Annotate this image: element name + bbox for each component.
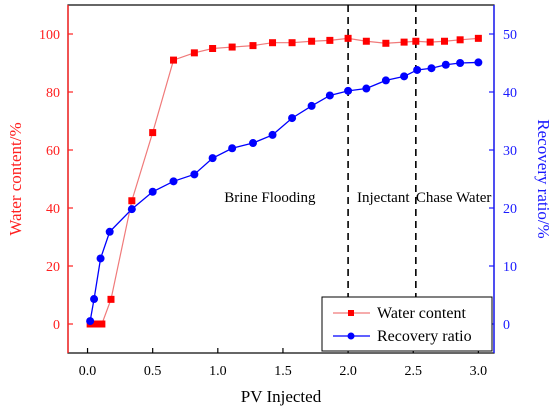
water-content-point bbox=[107, 295, 115, 303]
x-tick-label: 0.5 bbox=[144, 364, 162, 379]
left-tick-label: 80 bbox=[46, 86, 60, 101]
recovery-ratio-point bbox=[413, 65, 422, 74]
water-content-point bbox=[91, 320, 99, 328]
x-tick-label: 2.5 bbox=[404, 364, 422, 379]
left-tick-label: 100 bbox=[39, 28, 60, 43]
right-tick-label: 50 bbox=[503, 28, 517, 43]
series-recovery-ratio bbox=[86, 58, 483, 326]
water-content-point bbox=[288, 39, 296, 47]
water-content-point bbox=[326, 36, 334, 44]
phase-annotation: Chase Water bbox=[416, 190, 492, 206]
legend-water-label: Water content bbox=[377, 305, 466, 322]
phase-annotation: Brine Flooding bbox=[224, 190, 316, 206]
water-content-point bbox=[228, 43, 236, 51]
left-tick-label: 0 bbox=[53, 318, 60, 333]
left-tick-label: 40 bbox=[46, 202, 60, 217]
recovery-ratio-point bbox=[288, 114, 297, 123]
x-tick-label: 1.0 bbox=[209, 364, 227, 379]
x-tick-label: 3.0 bbox=[470, 364, 488, 379]
recovery-ratio-point bbox=[169, 177, 178, 186]
left-axis: 0 20 40 60 80 100 bbox=[39, 5, 73, 353]
water-content-point bbox=[362, 37, 370, 45]
left-tick-label: 20 bbox=[46, 260, 60, 275]
x-tick-label: 1.5 bbox=[274, 364, 292, 379]
recovery-ratio-point bbox=[400, 72, 409, 81]
legend-recovery-marker bbox=[347, 332, 355, 340]
water-content-point bbox=[170, 56, 178, 64]
legend-box bbox=[321, 296, 493, 352]
x-tick-label: 2.0 bbox=[339, 364, 357, 379]
water-content-point bbox=[308, 37, 316, 45]
water-content-point bbox=[344, 34, 352, 42]
recovery-ratio-point bbox=[381, 76, 390, 85]
water-content-point bbox=[412, 37, 420, 45]
recovery-ratio-point bbox=[307, 101, 316, 110]
water-content-point bbox=[98, 320, 106, 328]
right-tick-label: 40 bbox=[503, 86, 517, 101]
right-tick-label: 30 bbox=[503, 144, 517, 159]
water-content-point bbox=[149, 129, 157, 137]
phase-annotation: Injectant bbox=[357, 190, 410, 206]
right-tick-label: 10 bbox=[503, 260, 517, 275]
water-content-point bbox=[269, 39, 277, 47]
recovery-ratio-point bbox=[86, 317, 95, 326]
bottom-axis: 0.0 0.5 1.0 1.5 2.0 2.5 3.0 bbox=[79, 348, 487, 379]
recovery-ratio-point bbox=[474, 58, 483, 67]
series-water-content bbox=[86, 34, 482, 328]
right-tick-label: 0 bbox=[503, 318, 510, 333]
legend-recovery-label: Recovery ratio bbox=[377, 328, 472, 345]
recovery-ratio-point bbox=[208, 154, 217, 163]
recovery-ratio-point bbox=[325, 91, 334, 100]
phase-annotations: Brine Flooding Injectant Chase Water bbox=[224, 190, 491, 206]
recovery-ratio-point bbox=[248, 139, 257, 148]
left-tick-label: 60 bbox=[46, 144, 60, 159]
water-content-line bbox=[90, 37, 479, 325]
water-content-point bbox=[249, 42, 257, 50]
water-content-point bbox=[474, 34, 482, 42]
recovery-ratio-point bbox=[127, 205, 136, 214]
recovery-ratio-point bbox=[362, 84, 371, 93]
right-tick-label: 20 bbox=[503, 202, 517, 217]
right-axis: 0 10 20 30 40 50 bbox=[489, 5, 517, 353]
y-axis-left-title: Water content/% bbox=[6, 122, 25, 235]
water-content-point bbox=[209, 45, 217, 52]
recovery-ratio-point bbox=[268, 130, 277, 139]
x-axis-title: PV Injected bbox=[241, 387, 322, 406]
recovery-ratio-point bbox=[344, 86, 353, 95]
recovery-ratio-point bbox=[456, 59, 465, 67]
water-content-point bbox=[400, 38, 408, 46]
phase-divider-lines bbox=[347, 5, 417, 353]
water-content-point bbox=[426, 38, 434, 46]
recovery-ratio-point bbox=[90, 295, 99, 304]
recovery-ratio-point bbox=[190, 170, 199, 179]
recovery-ratio-point bbox=[427, 64, 436, 73]
water-content-point bbox=[382, 39, 390, 47]
legend: Water content Recovery ratio bbox=[321, 296, 493, 352]
recovery-ratio-point bbox=[228, 144, 237, 153]
water-content-point bbox=[456, 36, 464, 44]
recovery-ratio-point bbox=[148, 187, 157, 196]
water-content-point bbox=[440, 37, 448, 45]
y-axis-right-title: Recovery ratio/% bbox=[534, 119, 550, 238]
legend-water-marker bbox=[348, 310, 354, 316]
recovery-ratio-point bbox=[96, 254, 105, 263]
recovery-ratio-point bbox=[441, 60, 450, 69]
water-content-point bbox=[128, 197, 136, 205]
x-tick-label: 0.0 bbox=[79, 364, 97, 379]
water-content-point bbox=[190, 49, 198, 57]
recovery-ratio-point bbox=[105, 227, 114, 236]
